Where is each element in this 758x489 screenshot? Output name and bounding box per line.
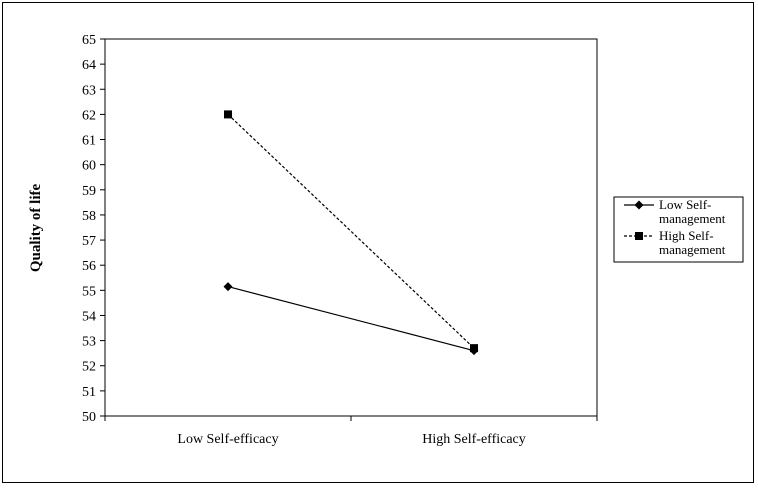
y-tick-label: 52	[82, 360, 96, 375]
y-tick-label: 57	[82, 234, 96, 249]
data-point-square	[224, 110, 232, 119]
y-tick-label: 56	[82, 259, 96, 274]
data-point-square	[470, 344, 478, 353]
y-axis-ticks: 50 51 52 53 54 55 56 57 58 59 60 61 62 63 64 65	[82, 33, 105, 425]
y-tick-label: 58	[82, 209, 96, 224]
legend-box	[613, 196, 744, 263]
legend-label: Low Self-	[659, 197, 711, 212]
x-axis-ticks: Low Self-efficacy High Self-efficacy	[104, 416, 598, 447]
y-tick-label: 51	[82, 385, 96, 400]
series-layer	[223, 110, 479, 356]
y-tick-label: 61	[82, 134, 96, 149]
x-category-label: High Self-efficacy	[422, 432, 526, 447]
series-line	[227, 113, 475, 349]
y-tick-label: 64	[82, 58, 96, 73]
series-2	[224, 110, 478, 353]
series-line	[227, 285, 475, 352]
y-tick-label: 60	[82, 159, 96, 174]
legend-entry: Low Self-management	[624, 197, 726, 226]
y-tick-label: 62	[82, 108, 96, 123]
plot-area	[104, 38, 598, 417]
legend-label: management	[659, 211, 726, 226]
y-tick-label: 55	[82, 284, 96, 299]
y-tick-label: 63	[82, 83, 96, 98]
legend-label: management	[659, 242, 726, 257]
plot-border	[104, 38, 598, 417]
y-tick-label: 53	[82, 335, 96, 350]
y-tick-label: 65	[82, 33, 96, 48]
legend-entry: High Self-management	[624, 228, 726, 257]
legend-marker-diamond	[634, 200, 644, 210]
y-tick-label: 59	[82, 184, 96, 199]
legend-label: High Self-	[659, 228, 714, 243]
x-category-label: Low Self-efficacy	[177, 432, 278, 447]
y-tick-label: 54	[82, 309, 96, 324]
y-tick-label: 50	[82, 410, 96, 425]
y-axis-title: Quality of life	[28, 183, 44, 272]
legend-marker-square	[635, 232, 643, 240]
data-point-diamond	[223, 282, 233, 292]
